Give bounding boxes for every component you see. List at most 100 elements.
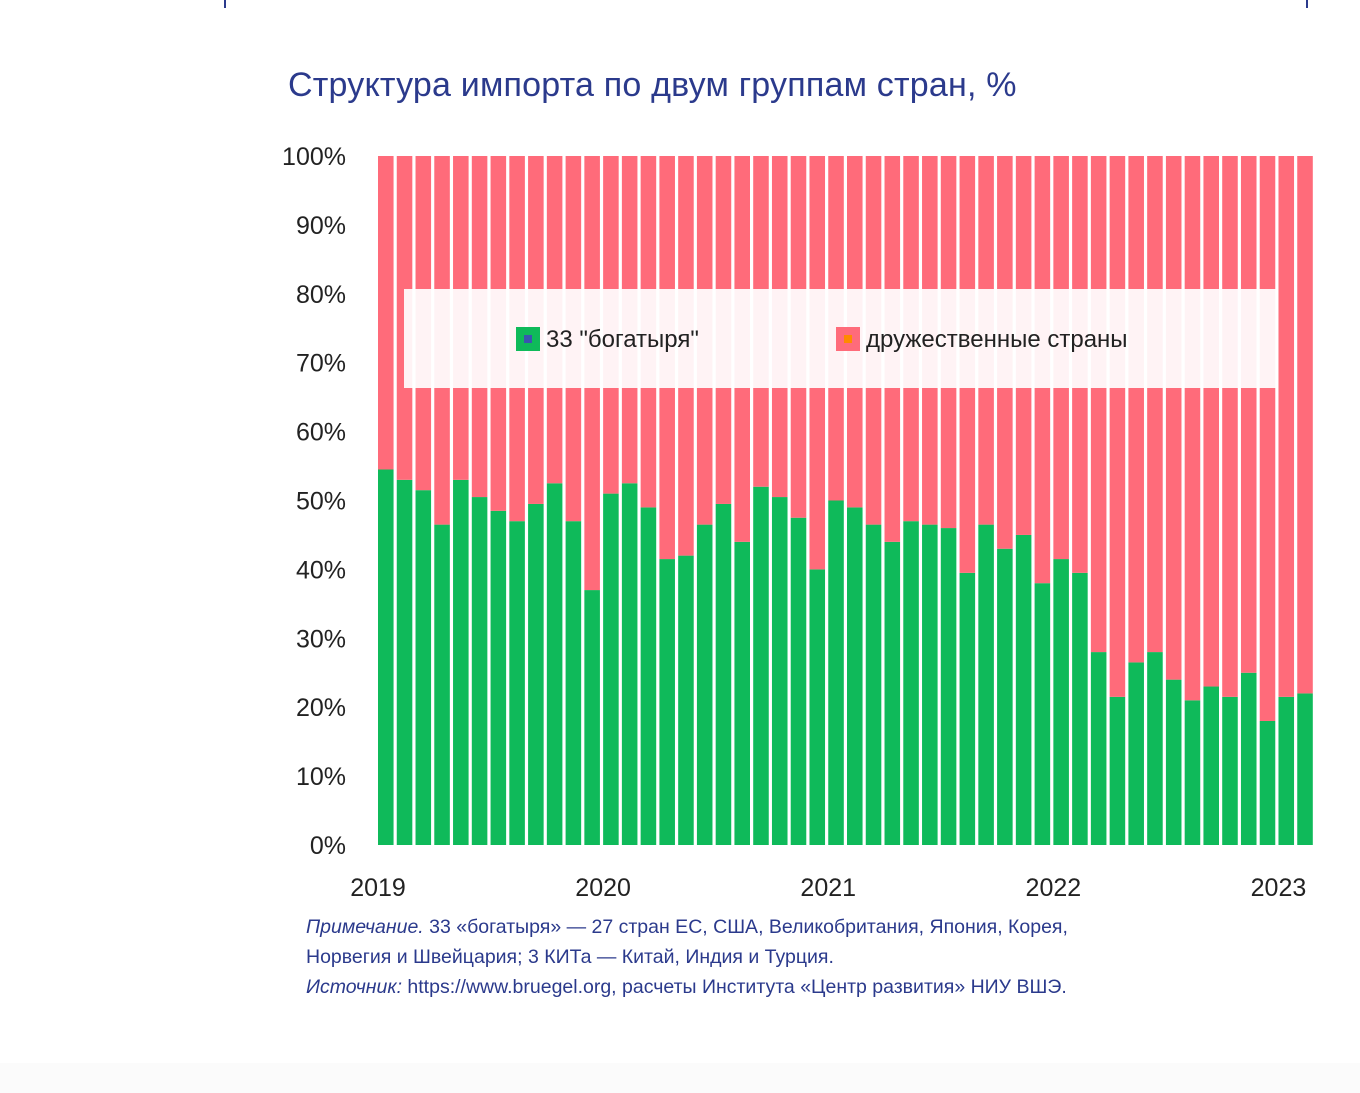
footer-strip [0, 1063, 1360, 1093]
bar-bogatyri-7 [509, 521, 525, 845]
y-tick-label: 10% [296, 763, 346, 791]
y-tick-label: 100% [282, 143, 346, 171]
top-rule-right [1306, 0, 1308, 8]
bar-bogatyri-0 [378, 469, 394, 845]
bar-friendly-47 [1259, 156, 1276, 721]
bar-bogatyri-41 [1147, 652, 1163, 845]
bar-bogatyri-49 [1297, 693, 1313, 845]
bar-bogatyri-42 [1165, 679, 1182, 845]
bar-friendly-38 [1090, 156, 1107, 653]
bar-bogatyri-19 [734, 541, 750, 845]
bar-bogatyri-15 [659, 559, 675, 845]
bar-friendly-48 [1278, 156, 1295, 697]
bar-bogatyri-9 [546, 483, 563, 845]
bar-bogatyri-48 [1278, 696, 1295, 845]
legend: 33 "богатыря" дружественные страны [404, 289, 1278, 388]
bar-bogatyri-25 [847, 507, 863, 845]
bar-bogatyri-30 [940, 528, 957, 845]
bar-friendly-43 [1184, 156, 1201, 701]
source-text: https://www.bruegel.org, расчеты Институ… [402, 976, 1067, 998]
bar-bogatyri-22 [790, 517, 807, 845]
bar-bogatyri-37 [1072, 572, 1088, 845]
bar-bogatyri-39 [1109, 696, 1126, 845]
note-line-2: Норвегия и Швейцария; 3 КИТа — Китай, Ин… [306, 946, 834, 968]
bar-bogatyri-26 [865, 524, 882, 845]
bar-bogatyri-29 [922, 524, 938, 845]
bar-friendly-42 [1165, 156, 1182, 680]
bar-bogatyri-32 [978, 524, 994, 845]
bar-bogatyri-1 [396, 479, 413, 845]
source-lead: Источник: [306, 976, 402, 998]
bar-bogatyri-4 [453, 479, 469, 845]
x-tick-label: 2023 [1251, 874, 1307, 902]
bar-bogatyri-20 [753, 486, 769, 845]
bar-friendly-46 [1240, 156, 1257, 673]
note-lead: Примечание. [306, 916, 424, 938]
bar-bogatyri-44 [1203, 686, 1219, 845]
x-axis: 2019 2020 2021 2022 2023 [350, 874, 1306, 902]
x-tick-label: 2019 [350, 874, 406, 902]
chart-svg: 0%10%20%30%40%50%60%70%80%90%100% 2019 20… [282, 143, 1313, 902]
chart-notes: Примечание. 33 «богатыря» — 27 стран ЕС,… [306, 912, 1068, 1002]
bar-bogatyri-21 [771, 497, 788, 845]
y-tick-label: 20% [296, 694, 346, 722]
x-tick-label: 2022 [1026, 874, 1082, 902]
bar-bogatyri-14 [640, 507, 657, 845]
bar-bogatyri-10 [565, 521, 582, 845]
bar-friendly-41 [1147, 156, 1163, 653]
bar-friendly-40 [1128, 156, 1144, 663]
bar-bogatyri-38 [1090, 652, 1107, 845]
bar-bogatyri-46 [1240, 672, 1257, 845]
x-tick-label: 2021 [800, 874, 856, 902]
bar-bogatyri-33 [997, 548, 1013, 845]
bars-group [378, 156, 1313, 845]
y-tick-label: 60% [296, 419, 346, 447]
bar-bogatyri-11 [584, 590, 600, 845]
source-line: Источник: https://www.bruegel.org, расче… [306, 972, 1068, 1002]
bar-friendly-39 [1109, 156, 1126, 697]
bar-bogatyri-6 [490, 510, 507, 845]
bar-bogatyri-13 [621, 483, 638, 845]
bar-bogatyri-8 [528, 503, 544, 845]
y-tick-label: 90% [296, 212, 346, 240]
bar-bogatyri-23 [809, 569, 826, 845]
bar-bogatyri-36 [1053, 559, 1069, 845]
bar-bogatyri-40 [1128, 662, 1144, 845]
note-text-1: 33 «богатыря» — 27 стран ЕС, США, Велико… [423, 916, 1068, 938]
bar-bogatyri-28 [903, 521, 919, 845]
note-line-1: Примечание. 33 «богатыря» — 27 стран ЕС,… [306, 912, 1068, 942]
y-tick-label: 30% [296, 625, 346, 653]
legend-label: 33 "богатыря" [546, 326, 699, 353]
bar-bogatyri-47 [1259, 720, 1276, 845]
bar-bogatyri-27 [884, 541, 901, 845]
bar-friendly-44 [1203, 156, 1219, 687]
bar-bogatyri-5 [471, 497, 488, 845]
bar-friendly-49 [1297, 156, 1313, 694]
top-rule-left [224, 0, 226, 8]
bar-bogatyri-3 [434, 524, 450, 845]
bar-bogatyri-18 [715, 503, 732, 845]
chart-title: Структура импорта по двум группам стран,… [288, 66, 1017, 104]
bar-bogatyri-34 [1015, 534, 1032, 845]
y-tick-label: 50% [296, 488, 346, 516]
bar-bogatyri-45 [1222, 696, 1238, 845]
bar-bogatyri-12 [603, 493, 619, 845]
bar-bogatyri-24 [828, 500, 844, 845]
bar-bogatyri-17 [696, 524, 713, 845]
bar-friendly-0 [378, 156, 394, 470]
y-tick-label: 0% [310, 832, 346, 860]
bar-bogatyri-31 [959, 572, 976, 845]
y-axis: 0% 10% 20% 30% 40% 50% 60% 70% 80% 90% 100% [282, 143, 346, 860]
bar-bogatyri-35 [1034, 583, 1051, 845]
x-tick-label: 2020 [575, 874, 631, 902]
y-tick-label: 80% [296, 281, 346, 309]
bar-bogatyri-43 [1184, 700, 1201, 845]
bar-bogatyri-2 [415, 490, 432, 845]
legend-swatch-marker [524, 335, 532, 343]
legend-label: дружественные страны [866, 326, 1128, 353]
y-tick-label: 40% [296, 556, 346, 584]
y-tick-label: 70% [296, 350, 346, 378]
bar-friendly-45 [1222, 156, 1238, 697]
bar-bogatyri-16 [678, 555, 694, 845]
legend-swatch-marker [844, 335, 852, 343]
